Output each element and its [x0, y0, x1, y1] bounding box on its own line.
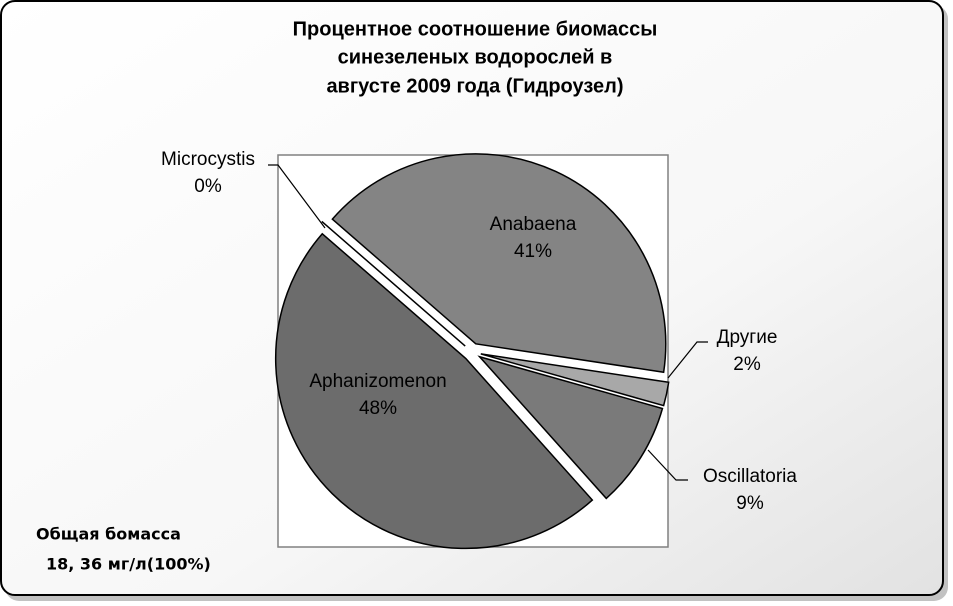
- pie-slice: [274, 232, 594, 550]
- leader-line: [268, 164, 326, 229]
- slice-label: Другие: [717, 327, 778, 348]
- slice-label: Anabaena: [490, 214, 577, 235]
- leader-line: [667, 341, 708, 379]
- slice-label: Aphanizomenon: [309, 371, 446, 392]
- chart-title: синезеленых водорослей в: [338, 46, 613, 68]
- slice-label: Microcystis: [161, 149, 255, 170]
- slice-value-label: 48%: [359, 398, 397, 419]
- slice-value-label: 0%: [194, 176, 222, 197]
- pie-slice: [477, 355, 664, 500]
- chart-title: августе 2009 года (Гидроузел): [326, 75, 623, 97]
- pie-slice: [480, 353, 670, 407]
- slice-value-label: 2%: [733, 354, 761, 375]
- slice-value-label: 41%: [514, 241, 552, 262]
- slice-label: Oscillatoria: [703, 466, 797, 487]
- note: Общая бомасса: [36, 525, 181, 544]
- pie-slice: [321, 220, 466, 347]
- chart-title: Процентное соотношение биомассы: [293, 18, 658, 40]
- note: 18, 36 мг/л(100%): [46, 555, 211, 574]
- leader-line: [647, 449, 688, 481]
- pie-slice: [331, 153, 667, 374]
- slice-value-label: 9%: [736, 493, 764, 514]
